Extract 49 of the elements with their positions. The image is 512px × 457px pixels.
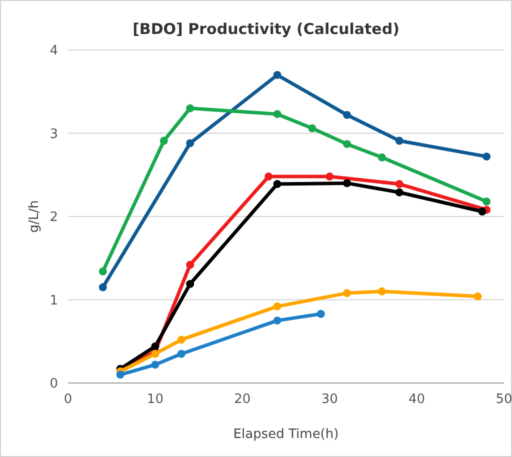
point [186, 139, 194, 148]
y-tick-label: 4 [50, 44, 58, 59]
point [273, 302, 282, 310]
point [395, 188, 404, 196]
y-tick-label: 2 [50, 210, 58, 226]
point [395, 180, 404, 188]
x-tick-label: 50 [496, 392, 512, 407]
point [478, 208, 486, 216]
point [116, 370, 124, 379]
point [474, 292, 482, 300]
point [98, 283, 107, 292]
point [186, 104, 194, 112]
y-axis-title: g/L/h [27, 200, 42, 233]
point [273, 316, 282, 325]
point [186, 260, 194, 269]
point [186, 280, 194, 288]
point [273, 110, 282, 118]
point [151, 350, 160, 358]
point [273, 180, 282, 188]
point [482, 152, 491, 161]
point [264, 172, 273, 181]
point [151, 342, 160, 350]
point [343, 140, 352, 148]
x-tick-label: 10 [146, 392, 164, 407]
point [273, 70, 282, 79]
point [177, 350, 186, 358]
point [343, 110, 352, 119]
point [308, 124, 316, 132]
point [343, 289, 352, 298]
point [395, 136, 404, 145]
y-tick-label: 3 [50, 126, 58, 142]
point [378, 153, 386, 162]
point [316, 310, 325, 318]
y-tick-label: 0 [50, 376, 58, 392]
x-axis-title: Elapsed Time(h) [233, 427, 339, 442]
x-tick-label: 30 [321, 392, 338, 407]
point [160, 136, 168, 145]
x-tick-label: 40 [408, 392, 426, 407]
x-tick-label: 0 [64, 392, 72, 407]
chart-title: [BDO] Productivity (Calculated) [132, 20, 400, 38]
point [98, 267, 107, 276]
point [177, 336, 186, 344]
point [326, 172, 334, 181]
x-tick-label: 20 [234, 392, 251, 407]
point [151, 360, 160, 369]
point [482, 198, 491, 206]
point [343, 179, 352, 188]
y-tick-label: 1 [50, 293, 58, 308]
point [378, 287, 386, 296]
